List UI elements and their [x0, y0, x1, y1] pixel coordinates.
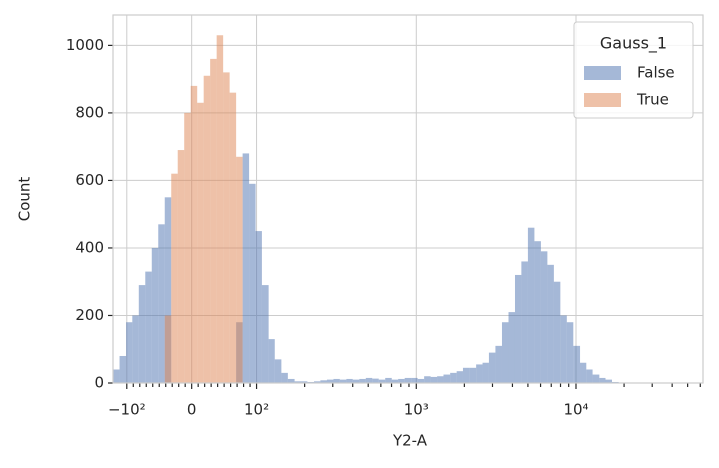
bar — [599, 377, 606, 383]
bar — [320, 380, 327, 383]
bar — [469, 367, 477, 383]
bar — [352, 379, 360, 383]
bar — [210, 58, 217, 384]
bar — [450, 372, 457, 383]
legend-swatch — [584, 93, 621, 107]
bar — [346, 378, 353, 383]
bar — [573, 345, 581, 383]
x-tick-label: 10⁴ — [563, 401, 588, 419]
bar — [197, 102, 204, 383]
bar — [462, 367, 470, 383]
bar — [145, 271, 152, 383]
bar — [261, 285, 269, 383]
legend-label: False — [637, 64, 675, 82]
bar — [553, 281, 561, 383]
bar — [158, 224, 165, 383]
bar — [508, 312, 515, 383]
bar — [586, 369, 593, 383]
legend-swatch — [584, 66, 621, 80]
bar — [547, 264, 554, 383]
bar — [424, 376, 431, 383]
bar — [255, 231, 262, 383]
bar — [534, 241, 541, 383]
bar — [521, 261, 528, 383]
bar — [171, 173, 178, 383]
y-tick-label: 1000 — [66, 36, 104, 54]
y-tick-label: 600 — [75, 171, 104, 189]
bar — [326, 379, 334, 383]
bar — [236, 156, 243, 383]
y-tick-label: 800 — [75, 103, 104, 121]
y-tick-label: 200 — [75, 306, 104, 324]
bar — [592, 374, 600, 383]
bar — [372, 378, 379, 383]
bar — [437, 376, 444, 383]
bar — [301, 381, 308, 383]
bar — [177, 150, 185, 383]
y-axis-label: Count — [16, 177, 34, 222]
bar — [190, 85, 198, 384]
bar — [359, 378, 366, 383]
x-tick-label: 0 — [187, 401, 197, 419]
bar — [398, 378, 405, 383]
bar — [126, 322, 133, 383]
x-tick-label: −10² — [108, 401, 146, 419]
bar — [216, 35, 224, 383]
y-tick-label: 400 — [75, 238, 104, 256]
bar — [242, 153, 250, 383]
bar — [488, 352, 496, 383]
plot-frame — [112, 14, 704, 384]
bar — [119, 355, 127, 383]
bar — [527, 227, 535, 383]
bar — [132, 315, 139, 383]
bar — [501, 322, 509, 383]
bar — [443, 374, 451, 383]
bar — [456, 371, 463, 383]
x-tick-label: 10² — [244, 401, 269, 419]
bar — [417, 378, 425, 383]
bar — [476, 364, 483, 383]
bar — [281, 372, 288, 383]
legend-label: True — [636, 91, 669, 109]
bar — [482, 362, 489, 383]
bar — [605, 379, 612, 383]
bar — [138, 285, 146, 383]
bar — [151, 247, 159, 383]
bar — [391, 379, 399, 383]
bar — [223, 72, 230, 383]
bar — [164, 315, 172, 383]
bar — [580, 362, 587, 383]
x-tick-label: 10³ — [404, 401, 429, 419]
bar — [287, 378, 295, 383]
bar — [249, 183, 256, 383]
bar — [229, 92, 237, 384]
bar — [314, 381, 321, 383]
bar — [113, 369, 120, 383]
bar — [294, 381, 302, 383]
bar — [540, 251, 548, 383]
y-tick-label: 0 — [94, 374, 104, 392]
bar — [184, 112, 191, 383]
bar — [203, 75, 211, 384]
bar — [404, 377, 412, 383]
bar — [164, 197, 172, 383]
legend-title: Gauss_1 — [600, 34, 667, 54]
bar — [385, 377, 392, 383]
x-axis-label: Y2-A — [392, 432, 428, 450]
bar — [566, 322, 574, 383]
bar — [333, 378, 340, 383]
bar — [365, 377, 373, 383]
bar — [339, 379, 347, 383]
bar — [430, 376, 438, 383]
bar — [495, 345, 502, 383]
bar — [411, 377, 418, 383]
bar — [560, 315, 567, 383]
bar — [514, 274, 522, 383]
bar — [274, 359, 282, 383]
bar — [378, 379, 386, 383]
bar — [268, 339, 275, 383]
